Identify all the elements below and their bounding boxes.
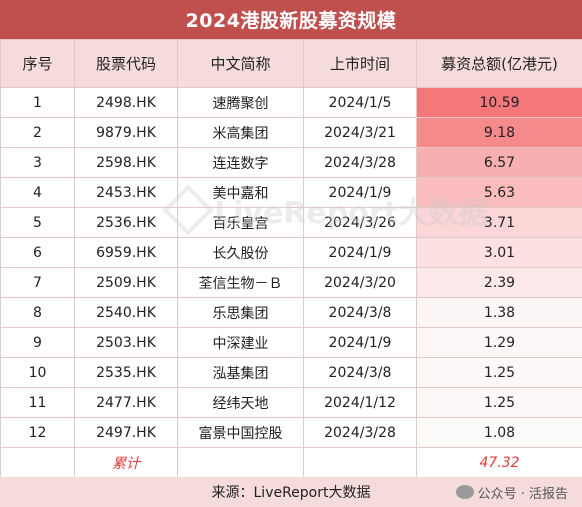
row-no-cell: 8 [0,297,75,328]
row-name-cell: 百乐皇宫 [177,207,304,238]
col-header-amount: 募资总额(亿港元) [416,39,582,88]
row-no-cell: 4 [0,177,75,208]
row-name-cell: 速腾聚创 [177,87,304,118]
row-no-cell: 9 [0,327,75,358]
row-code-cell: 2598.HK [74,147,178,178]
row-no-cell: 10 [0,357,75,388]
row-date-cell: 2024/1/5 [303,87,417,118]
total-value: 47.32 [416,447,582,478]
row-name-cell: 经纬天地 [177,387,304,418]
row-code-cell: 2477.HK [74,387,178,418]
row-code-cell: 2503.HK [74,327,178,358]
row-date-cell: 2024/3/28 [303,417,417,448]
row-amount-cell: 3.01 [416,237,582,268]
row-code-cell: 2540.HK [74,297,178,328]
row-amount-cell: 6.57 [416,147,582,178]
total-row: 累计 47.32 [0,447,582,478]
row-amount-cell: 1.38 [416,297,582,328]
total-name-cell [177,447,304,478]
row-code-cell: 2453.HK [74,177,178,208]
row-date-cell: 2024/3/20 [303,267,417,298]
col-header-code: 股票代码 [74,39,178,88]
row-code-cell: 2498.HK [74,87,178,118]
table-row: 12 2497.HK 富景中国控股 2024/3/28 1.08 [0,417,582,448]
row-name-cell: 富景中国控股 [177,417,304,448]
row-date-cell: 2024/1/9 [303,237,417,268]
col-header-no: 序号 [0,39,75,88]
table-row: 3 2598.HK 连连数字 2024/3/28 6.57 [0,147,582,178]
row-code-cell: 2535.HK [74,357,178,388]
row-no-cell: 3 [0,147,75,178]
row-code-cell: 9879.HK [74,117,178,148]
row-name-cell: 美中嘉和 [177,177,304,208]
row-amount-cell: 5.63 [416,177,582,208]
row-name-cell: 泓基集团 [177,357,304,388]
row-date-cell: 2024/3/21 [303,117,417,148]
table-row: 10 2535.HK 泓基集团 2024/3/8 1.25 [0,357,582,388]
row-code-cell: 6959.HK [74,237,178,268]
total-label: 累计 [74,447,178,478]
wechat-text: 公众号 · 活报告 [477,486,568,502]
row-date-cell: 2024/1/9 [303,327,417,358]
row-date-cell: 2024/3/28 [303,147,417,178]
col-header-name: 中文简称 [177,39,304,88]
col-header-date: 上市时间 [303,39,417,88]
row-date-cell: 2024/1/12 [303,387,417,418]
row-code-cell: 2497.HK [74,417,178,448]
table-row: 11 2477.HK 经纬天地 2024/1/12 1.25 [0,387,582,418]
row-name-cell: 乐思集团 [177,297,304,328]
row-amount-cell: 1.08 [416,417,582,448]
table-row: 9 2503.HK 中深建业 2024/1/9 1.29 [0,327,582,358]
row-no-cell: 7 [0,267,75,298]
source-footer: 来源：LiveReport大数据 [0,477,582,507]
table-title: 2024港股新股募资规模 [0,0,582,39]
row-code-cell: 2536.HK [74,207,178,238]
row-no-cell: 6 [0,237,75,268]
total-date-cell [303,447,417,478]
row-code-cell: 2509.HK [74,267,178,298]
row-no-cell: 2 [0,117,75,148]
source-text: 来源：LiveReport大数据 [211,485,371,501]
total-no-cell [0,447,75,478]
wechat-watermark: 公众号 · 活报告 [455,477,568,507]
table-row: 5 2536.HK 百乐皇宫 2024/3/26 3.71 [0,207,582,238]
table-row: 8 2540.HK 乐思集团 2024/3/8 1.38 [0,297,582,328]
row-no-cell: 11 [0,387,75,418]
row-amount-cell: 1.29 [416,327,582,358]
row-name-cell: 中深建业 [177,327,304,358]
table-row: 4 2453.HK 美中嘉和 2024/1/9 5.63 [0,177,582,208]
row-date-cell: 2024/1/9 [303,177,417,208]
table-row: 1 2498.HK 速腾聚创 2024/1/5 10.59 [0,87,582,118]
wechat-icon [455,485,474,499]
row-amount-cell: 3.71 [416,207,582,238]
table-row: 7 2509.HK 荃信生物－Ｂ 2024/3/20 2.39 [0,267,582,298]
row-date-cell: 2024/3/8 [303,357,417,388]
row-amount-cell: 1.25 [416,387,582,418]
row-no-cell: 12 [0,417,75,448]
row-amount-cell: 1.25 [416,357,582,388]
row-name-cell: 长久股份 [177,237,304,268]
row-amount-cell: 9.18 [416,117,582,148]
row-no-cell: 1 [0,87,75,118]
row-name-cell: 连连数字 [177,147,304,178]
row-name-cell: 荃信生物－Ｂ [177,267,304,298]
header-row: 序号 股票代码 中文简称 上市时间 募资总额(亿港元) [0,39,582,88]
ipo-table: 序号 股票代码 中文简称 上市时间 募资总额(亿港元) 1 2498.HK 速腾聚创… [0,39,582,478]
row-amount-cell: 10.59 [416,87,582,118]
row-no-cell: 5 [0,207,75,238]
table-row: 2 9879.HK 米高集团 2024/3/21 9.18 [0,117,582,148]
row-date-cell: 2024/3/8 [303,297,417,328]
row-name-cell: 米高集团 [177,117,304,148]
row-date-cell: 2024/3/26 [303,207,417,238]
row-amount-cell: 2.39 [416,267,582,298]
table-row: 6 6959.HK 长久股份 2024/1/9 3.01 [0,237,582,268]
